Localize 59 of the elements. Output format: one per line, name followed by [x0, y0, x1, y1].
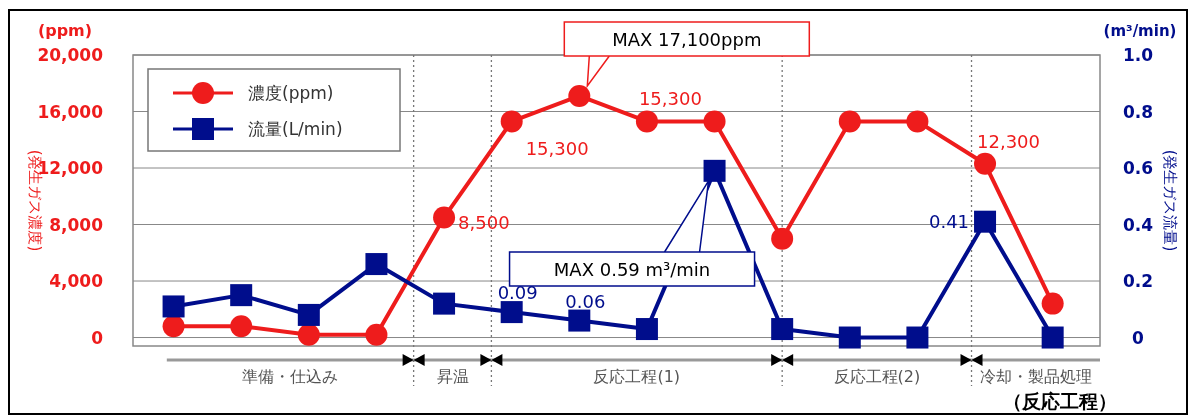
y-tick-label: 20,000: [37, 45, 104, 65]
y2-tick-label: 0.2: [1122, 271, 1154, 292]
data-label: 0.41: [928, 210, 970, 232]
data-label: 15,300: [525, 138, 589, 160]
point: [500, 301, 523, 324]
point: [974, 210, 997, 233]
point: [703, 159, 726, 182]
y2-axis-title: (発生ガス流量): [1161, 149, 1179, 252]
point: [162, 315, 185, 338]
y-tick-label: 4,000: [49, 271, 104, 292]
point: [1041, 326, 1064, 349]
text: (ppm): [37, 21, 93, 40]
point: [365, 323, 388, 346]
point: [635, 110, 658, 133]
x-axis-title: （反応工程）: [1003, 390, 1117, 412]
point: [1041, 292, 1064, 315]
point: [230, 315, 253, 338]
y2-tick-label: 0.6: [1122, 158, 1154, 179]
point: [703, 110, 726, 133]
point: [297, 303, 320, 326]
data-label: 0.09: [497, 282, 538, 304]
point: [635, 318, 658, 341]
y2-tick-label: 0.4: [1122, 214, 1154, 235]
text: 冷却・製品処理: [979, 367, 1092, 386]
point: [771, 227, 794, 250]
point: [433, 292, 456, 315]
text: 昇温: [436, 367, 469, 386]
text: 反応工程(1): [593, 367, 681, 386]
y2-tick-label: 0.8: [1122, 101, 1154, 122]
legend-label: 流量(L/min): [248, 119, 343, 139]
text: 反応工程(2): [833, 367, 921, 386]
text: (m³/min): [1103, 22, 1177, 40]
text: MAX 17,100ppm: [612, 29, 762, 50]
y-tick-label: 0: [91, 327, 104, 348]
y2-tick-label: 1.0: [1122, 45, 1154, 65]
point: [568, 309, 591, 332]
point: [838, 326, 861, 349]
y-tick-label: 16,000: [37, 101, 104, 122]
data-label: 0.06: [565, 290, 606, 312]
data-label: 8,500: [458, 212, 510, 234]
point: [974, 152, 997, 175]
point: [500, 110, 523, 133]
point: [162, 295, 185, 318]
legend-label: 濃度(ppm): [248, 83, 334, 103]
point: [568, 84, 591, 107]
point: [771, 318, 794, 341]
point: [230, 284, 253, 307]
data-label: 12,300: [977, 130, 1041, 152]
point: [838, 110, 861, 133]
data-label: 15,300: [638, 88, 702, 110]
point: [297, 323, 320, 346]
point: [433, 206, 456, 229]
y2-tick-label: 0: [1132, 327, 1145, 348]
point: [906, 110, 929, 133]
y-tick-label: 8,000: [49, 214, 104, 235]
point: [906, 326, 929, 349]
text: 準備・仕込み: [242, 367, 339, 386]
point: [365, 253, 388, 276]
annotation: MAX 0.59 m³/min: [553, 259, 711, 280]
